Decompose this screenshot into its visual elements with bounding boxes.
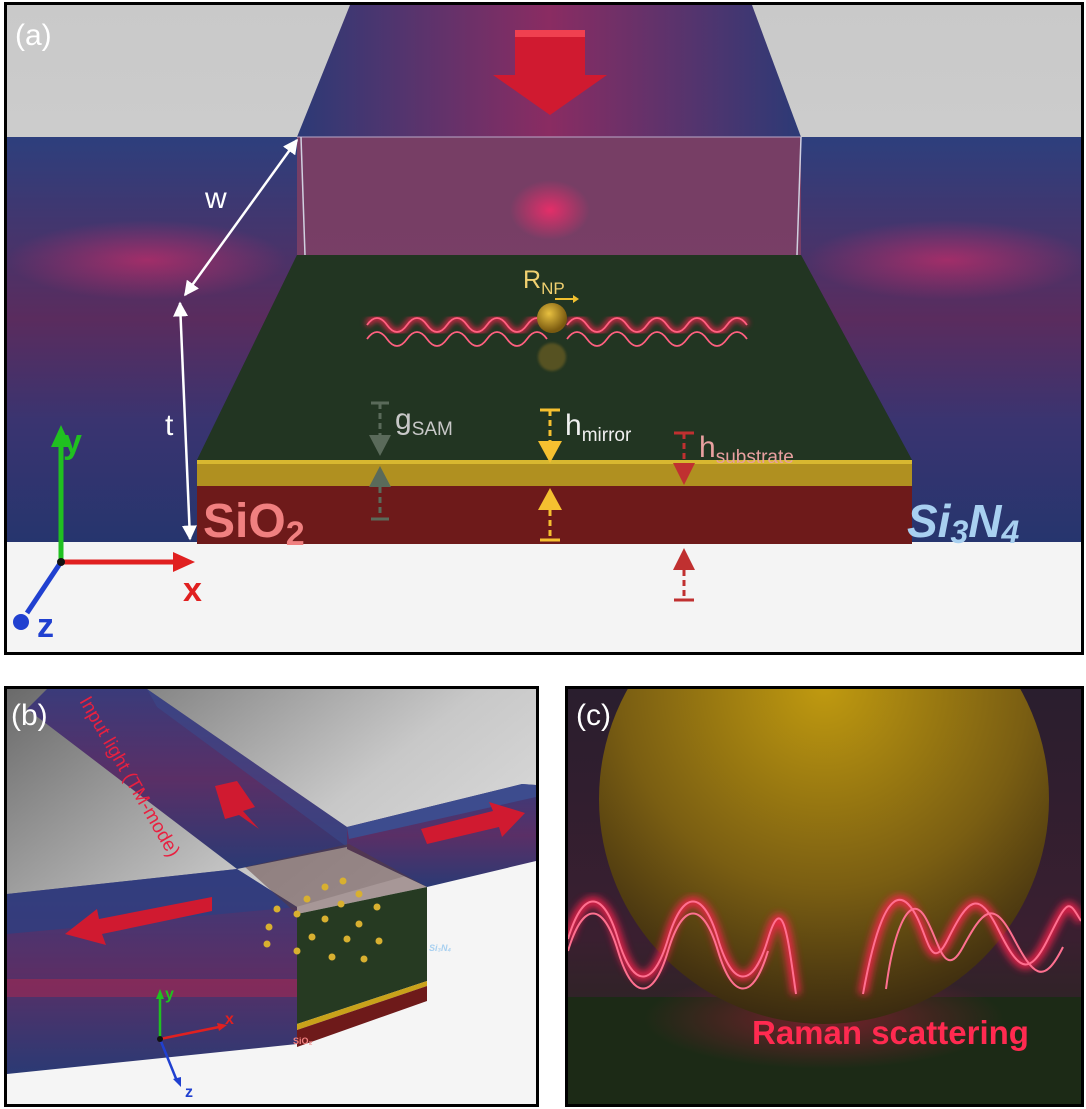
r-np-label: RNP (523, 266, 565, 298)
g-sam-marker (369, 401, 391, 521)
si3n4-label: Si3N4 (907, 495, 1020, 550)
plasmon-wave (364, 315, 750, 347)
panel-b-figure: Input light (TM-mode) SiO₂ Si₃N₄ y x z (… (7, 689, 536, 1104)
sio2-label: SiO2 (203, 495, 305, 553)
sio2-substrate (297, 986, 427, 1047)
gold-mirror-layer (297, 981, 427, 1030)
sio2-label: SiO₂ (293, 1036, 313, 1046)
t-dimension-arrow (173, 301, 197, 541)
input-arrow (215, 781, 259, 829)
panel-c-label: (c) (576, 699, 611, 732)
panel-b: Input light (TM-mode) SiO₂ Si₃N₄ y x z (… (4, 686, 539, 1107)
h-substrate-marker (673, 431, 695, 602)
axes-triad (156, 989, 227, 1087)
nanoparticle-image (538, 343, 566, 371)
axis-z-label: z (185, 1084, 193, 1101)
axes-triad (13, 425, 195, 630)
axis-y-label: y (63, 423, 82, 461)
axis-x-label: x (183, 571, 202, 609)
output-arrow-left (65, 897, 212, 945)
g-sam-label: gSAM (395, 403, 453, 440)
panel-a-label: (a) (15, 19, 52, 52)
w-label: w (204, 182, 227, 215)
h-mirror-marker (538, 408, 562, 542)
nanoparticle-array (263, 877, 383, 963)
gold-nanoparticle (537, 303, 567, 333)
gold-mirror-layer (197, 460, 912, 486)
w-dimension-arrow (183, 138, 299, 297)
t-label: t (165, 409, 174, 442)
si3n4-label: Si₃N₄ (429, 943, 452, 953)
light-direction-arrow (493, 30, 607, 115)
h-substrate-label: hsubstrate (699, 431, 794, 468)
axis-z-label: z (37, 607, 54, 645)
panel-c-figure: Raman scattering (c) (568, 689, 1081, 1104)
panel-a: RNP w t gSAM hmirror hsubstrate SiO2 Si3… (4, 2, 1084, 655)
input-waveguide (27, 689, 347, 869)
sio2-substrate (197, 486, 912, 544)
output-arrow-right (421, 802, 525, 844)
gap-region (297, 887, 427, 1024)
axis-y-label: y (165, 986, 174, 1003)
axis-x-label: x (225, 1011, 234, 1028)
panel-c: Raman scattering (c) (565, 686, 1084, 1107)
panel-a-figure: RNP w t gSAM hmirror hsubstrate SiO2 Si3… (7, 5, 1081, 652)
raman-wave (568, 895, 1081, 995)
panel-b-label: (b) (11, 699, 48, 732)
raman-scattering-label: Raman scattering (752, 1014, 1029, 1051)
h-mirror-label: hmirror (565, 409, 632, 446)
